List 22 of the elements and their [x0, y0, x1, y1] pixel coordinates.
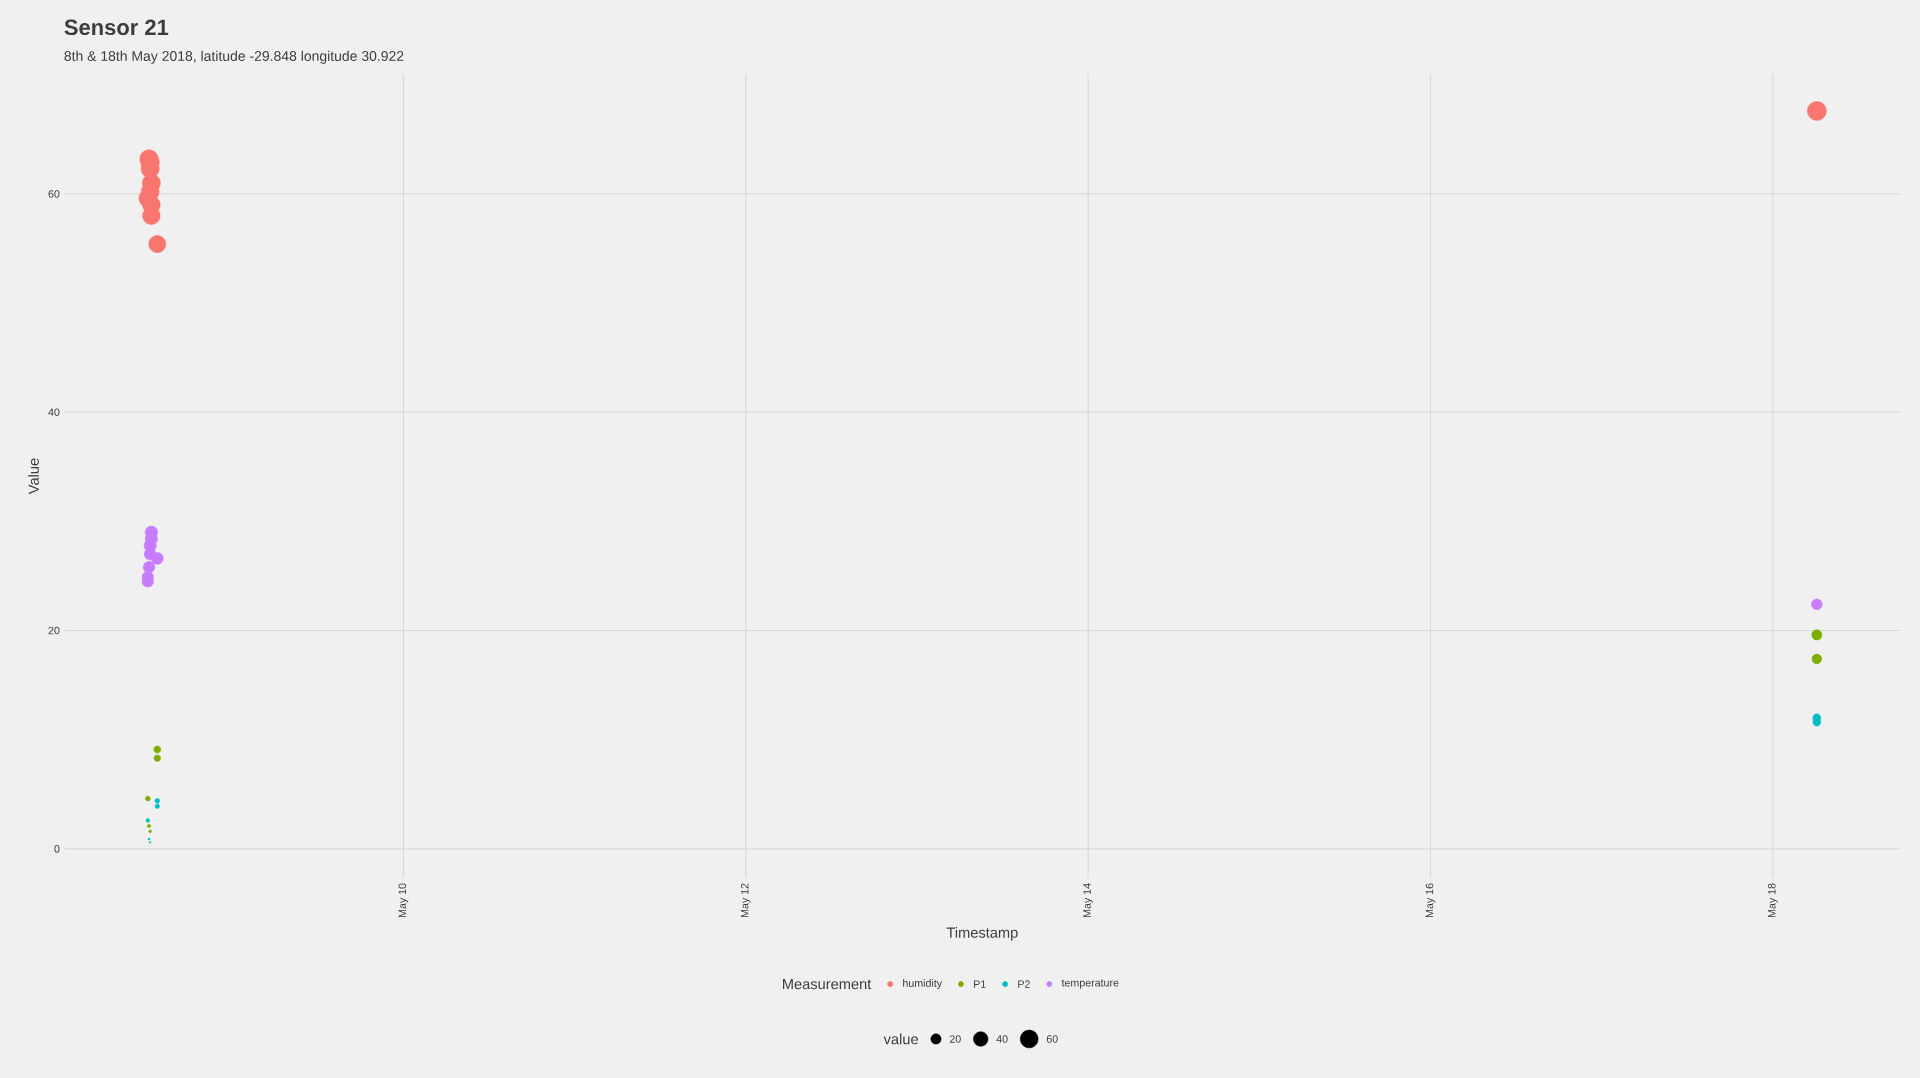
legend-label: humidity	[903, 979, 943, 990]
x-tick-label: May 16	[1425, 883, 1436, 918]
legend-label: P2	[1018, 980, 1030, 988]
x-tick-label: May 14	[1083, 883, 1093, 918]
legend-label: 20	[949, 1035, 961, 1043]
text: value	[883, 1033, 918, 1045]
y-tick-label: 40	[48, 408, 60, 417]
legend-title: Measurement	[783, 979, 872, 990]
x-tick-label: May 10	[398, 883, 409, 918]
legend-label: P1	[974, 980, 986, 988]
legend-label: 60	[1046, 1035, 1058, 1043]
chart-title: Sensor 21	[64, 19, 169, 36]
legend-label: temperature	[1061, 979, 1119, 989]
y-tick-label: 0	[54, 845, 60, 853]
y-tick-label: 20	[48, 626, 60, 635]
chart-subtitle: 8th & 18th May 2018, latitude -29.848 longitude 30.922	[64, 50, 404, 64]
y-axis-title: Value	[28, 458, 39, 495]
y-tick-label: 60	[48, 190, 60, 198]
x-axis-title: Timestamp	[946, 927, 1018, 941]
x-tick-label: May 18	[1768, 883, 1778, 918]
legend-label: 40	[996, 1035, 1008, 1043]
x-tick-label: May 12	[740, 883, 751, 918]
